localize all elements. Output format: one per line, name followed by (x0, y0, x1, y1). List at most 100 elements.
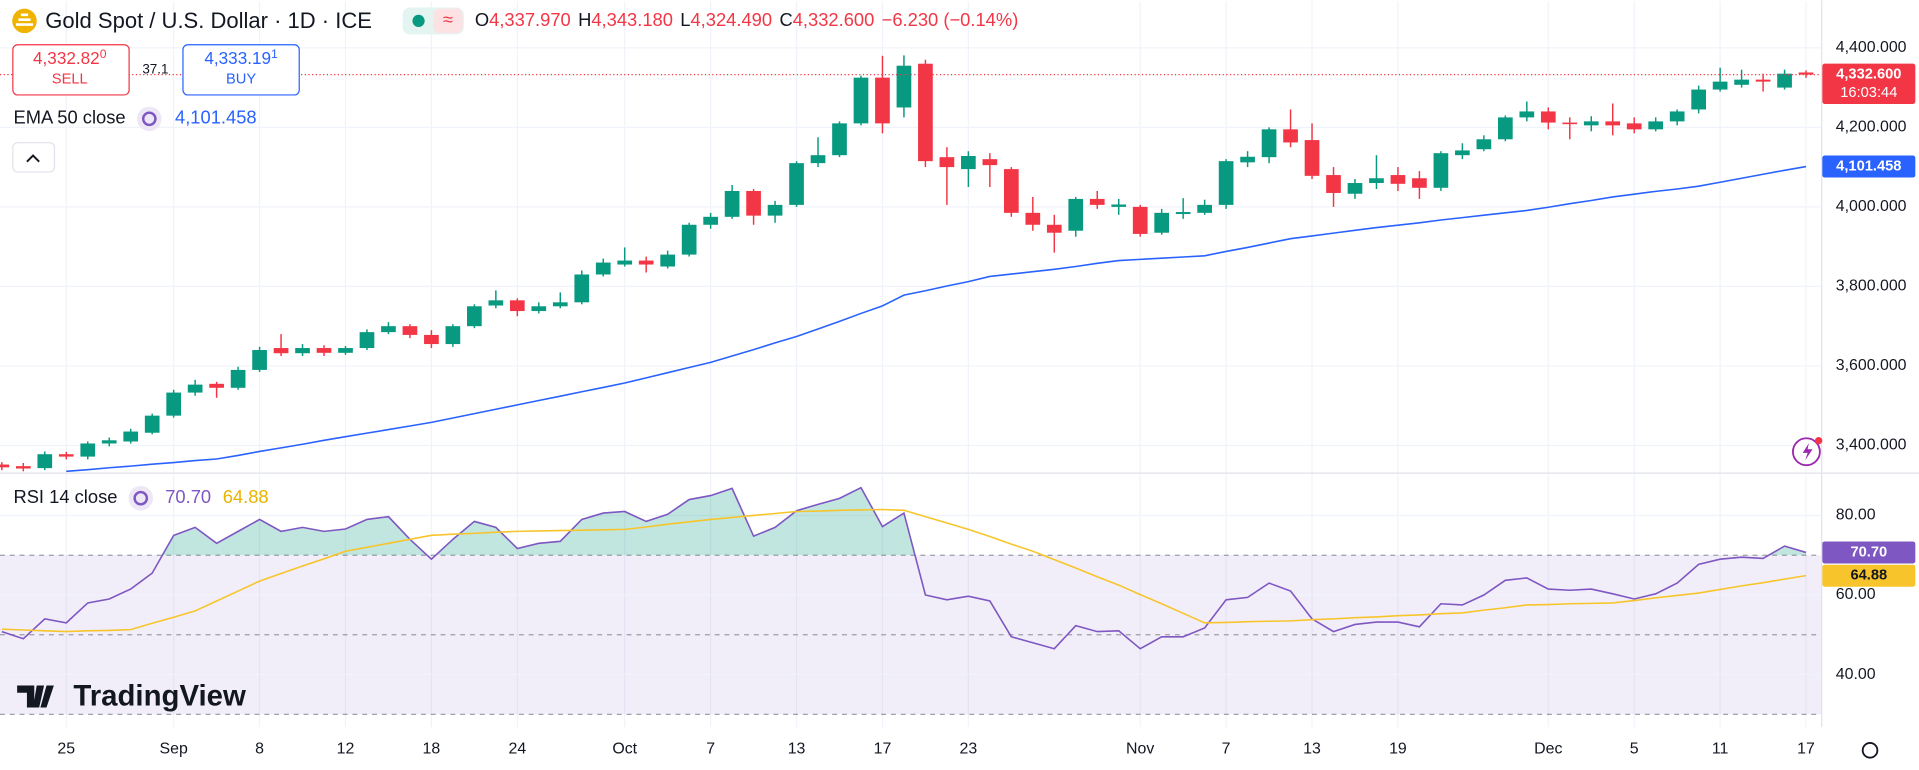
candle-body (15, 466, 31, 469)
x-tick-label: 17 (874, 740, 892, 757)
ema-badge: 4,101.458 (1836, 158, 1901, 174)
candle-body (1283, 129, 1298, 143)
candle-body (1691, 89, 1706, 110)
candle-body (1583, 121, 1599, 126)
rsi-ma-line (1, 508, 1807, 633)
candle-body (1261, 129, 1277, 158)
candle-body (1497, 117, 1513, 140)
candle-body (144, 415, 160, 433)
candle-body (1132, 206, 1148, 234)
rsi-icon[interactable] (128, 485, 153, 511)
y-tick-label: 3,400.000 (1836, 437, 1907, 454)
x-tick-label: 8 (255, 740, 264, 757)
sell-button[interactable] (12, 44, 130, 96)
candle-body (1712, 81, 1728, 90)
candle-body (1669, 111, 1685, 122)
spread: 37.1 (142, 61, 168, 76)
price-badge-bg (1822, 63, 1916, 104)
overbought-fill (162, 487, 1807, 556)
candle-body (37, 454, 53, 469)
x-tick-label: Oct (612, 740, 637, 757)
x-tick-label: 17 (1797, 740, 1815, 757)
candle-body (1369, 178, 1384, 184)
candle-body (1089, 198, 1105, 205)
candle-body (810, 155, 826, 164)
c-value: 4,332.600 (793, 9, 875, 30)
x-tick-label: 24 (508, 740, 526, 757)
rsi-ma-value: 64.88 (223, 486, 269, 507)
x-tick-label: 13 (788, 740, 806, 757)
candle-body (1304, 140, 1320, 176)
candle-body (789, 163, 804, 205)
header: Gold Spot / U.S. Dollar · 1D · ICE ≈ O4,… (12, 7, 1018, 35)
delay-badge[interactable] (433, 8, 463, 34)
candle-body (681, 224, 697, 255)
x-tick-label: 11 (1712, 740, 1729, 757)
candle-body (123, 431, 139, 442)
candle-body (531, 306, 547, 312)
rsi-badge: 70.70 (1850, 544, 1887, 560)
rsi-line (1, 486, 1807, 650)
candle-body (295, 348, 310, 354)
x-tick-label: 12 (337, 740, 355, 757)
l-label: L (680, 9, 690, 30)
y-tick-label: 4,200.000 (1836, 119, 1907, 136)
candle-body (187, 384, 203, 393)
symbol-title: Gold Spot / U.S. Dollar · 1D · ICE (45, 8, 372, 33)
candle-body (703, 216, 718, 225)
candle-body (1755, 79, 1771, 82)
candle-body (724, 190, 740, 217)
y-tick-label: 4,400.000 (1836, 39, 1907, 56)
candle-body (1412, 178, 1427, 188)
candle-body (574, 274, 590, 303)
buy-button[interactable] (182, 44, 300, 96)
candle-body (1068, 198, 1084, 231)
candle-body (982, 159, 998, 166)
candle-body (638, 260, 654, 265)
x-tick-label: 7 (1222, 740, 1231, 757)
candle-body (552, 302, 568, 307)
settings-icon[interactable] (1861, 742, 1879, 759)
candle-body (252, 350, 267, 370)
ema-icon[interactable] (137, 106, 162, 132)
candle-body (316, 348, 332, 353)
ema-icon-ring (141, 111, 157, 127)
candle-body (1476, 139, 1492, 150)
countdown: 16:03:44 (1840, 85, 1897, 101)
candle-body (1562, 122, 1578, 125)
candle-body (1605, 121, 1621, 126)
buy-price-sup: 1 (271, 47, 278, 61)
candle-body (1734, 79, 1749, 85)
y-tick-label: 40.00 (1836, 666, 1876, 683)
buy-price-main: 4,333.19 (204, 47, 271, 67)
x-tick-label: 13 (1303, 740, 1321, 757)
ema-legend[interactable]: EMA 50 close (13, 107, 125, 128)
candle-body (166, 392, 182, 416)
sell-price-main: 4,332.82 (33, 47, 100, 67)
candle-body (1326, 175, 1341, 193)
candle-body (1648, 121, 1664, 130)
rsi-legend[interactable]: RSI 14 close (13, 486, 117, 507)
candle-body (381, 326, 396, 333)
y-tick-label: 3,800.000 (1836, 278, 1907, 295)
candle-body (338, 348, 353, 353)
x-tick-label: 23 (960, 740, 978, 757)
candle-body (1777, 73, 1792, 88)
candle-body (961, 155, 976, 170)
candle-body (1455, 150, 1470, 156)
candle-body (80, 443, 96, 457)
y-tick-label: 80.00 (1836, 507, 1876, 524)
candle-body (617, 260, 633, 265)
x-tick-label: 18 (423, 740, 441, 757)
candle-body (209, 383, 224, 388)
l-value: 4,324.490 (690, 9, 772, 30)
alert-dot (1814, 437, 1823, 445)
candle-body (488, 300, 504, 306)
o-label: O (475, 9, 489, 30)
rsi-value: 70.70 (165, 486, 211, 507)
h-label: H (578, 9, 591, 30)
y-tick-label: 4,000.000 (1836, 198, 1907, 215)
